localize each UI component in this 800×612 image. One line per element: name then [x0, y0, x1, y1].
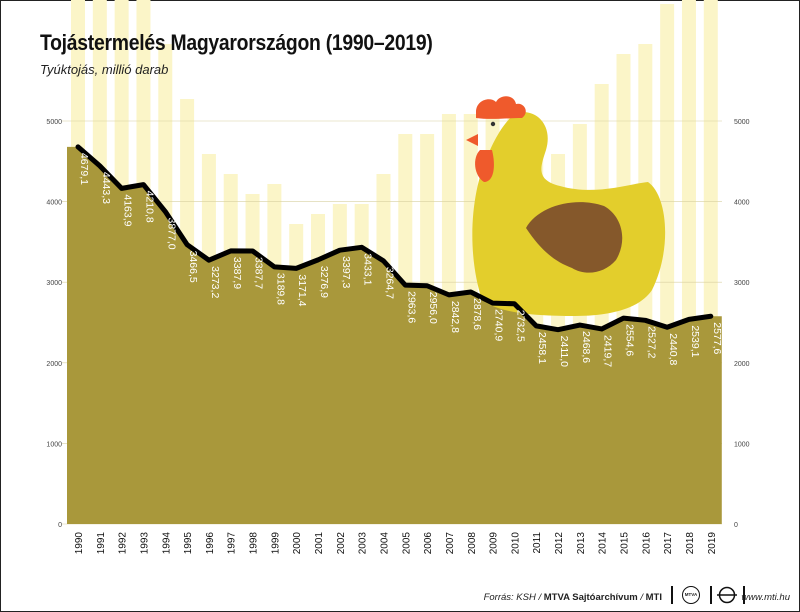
x-tick-label: 2012 [554, 532, 565, 555]
value-label: 2740,9 [493, 309, 505, 341]
value-label: 2842,8 [449, 301, 461, 333]
x-tick-label: 1990 [74, 532, 85, 555]
y-tick-label: 3000 [734, 280, 750, 287]
chart-title: Tojástermelés Magyarországon (1990–2019) [40, 30, 433, 55]
y-tick-label: 5000 [46, 119, 62, 126]
hen-wattle [475, 150, 494, 182]
x-tick-label: 2014 [598, 532, 609, 555]
value-label: 2554,6 [624, 324, 636, 356]
y-axis-left: 0 1000 2000 3000 4000 5000 [46, 119, 62, 529]
value-label: 2411,0 [558, 336, 570, 367]
x-tick-label: 2013 [576, 532, 587, 555]
value-label: 2539,1 [689, 325, 701, 357]
hen-illustration [466, 96, 666, 316]
value-label: 2419,7 [602, 335, 614, 367]
series-line [75, 144, 714, 333]
value-label: 2440,8 [667, 333, 679, 365]
x-tick-label: 2002 [336, 532, 347, 555]
y-tick-label: 0 [58, 522, 62, 529]
value-label: 2878,6 [471, 298, 483, 330]
x-tick-label: 2018 [685, 532, 696, 555]
x-tick-label: 2016 [641, 532, 652, 555]
source-credit: Forrás: KSH / MTVA Sajtóarchívum / MTI [484, 592, 662, 603]
chart-subtitle: Tyúktojás, millió darab [40, 62, 169, 77]
footer: Forrás: KSH / MTVA Sajtóarchívum / MTI M… [0, 583, 800, 609]
source-bold: MTVA Sajtóarchívum [543, 592, 638, 603]
value-label: 3171,4 [296, 274, 308, 306]
x-tick-label: 2005 [401, 532, 412, 555]
value-label: 2458,1 [536, 332, 548, 364]
x-tick-label: 2015 [620, 532, 631, 555]
value-label: 2956,0 [427, 292, 439, 324]
x-tick-label: 2008 [467, 532, 478, 555]
value-label: 3397,3 [340, 256, 352, 288]
value-label: 2732,5 [514, 310, 526, 342]
value-labels: 4679,1 4443,3 4163,9 4210,8 3877,0 3466,5 3273… [78, 153, 723, 367]
source-separator: / [637, 592, 646, 603]
x-tick-label: 1994 [161, 532, 172, 555]
hen-eye [490, 121, 496, 127]
value-label: 3387,7 [253, 257, 265, 289]
value-label: 3466,5 [187, 251, 199, 283]
x-tick-label: 2019 [707, 532, 718, 555]
value-label: 2468,6 [580, 331, 592, 363]
y-tick-label: 1000 [46, 441, 62, 448]
footer-divider [710, 586, 712, 604]
y-tick-label: 1000 [734, 441, 750, 448]
x-tick-label: 2003 [358, 532, 369, 555]
x-tick-label: 2007 [445, 532, 456, 555]
mti-logo-icon [717, 586, 737, 604]
footer-divider [743, 586, 745, 604]
x-tick-label: 2009 [489, 532, 500, 555]
value-label: 4443,3 [100, 172, 112, 204]
value-label: 4210,8 [143, 191, 155, 223]
value-label: 3264,7 [383, 267, 395, 299]
source-bold-mti: MTI [645, 592, 662, 603]
hen-beak [466, 134, 478, 146]
hen-comb [476, 96, 526, 119]
x-tick-label: 2006 [423, 532, 434, 555]
x-tick-label: 1996 [205, 532, 216, 555]
value-label: 3877,0 [165, 218, 177, 250]
value-label: 3433,1 [362, 253, 374, 285]
area-fill [67, 146, 722, 524]
value-label: 4679,1 [78, 153, 90, 185]
value-label: 3276,9 [318, 266, 330, 298]
hen-wing [526, 202, 623, 273]
value-label: 3189,8 [274, 273, 286, 305]
y-tick-label: 3000 [46, 280, 62, 287]
x-tick-label: 2011 [532, 532, 543, 554]
value-label: 3273,2 [209, 266, 221, 298]
value-label: 2577,6 [711, 322, 723, 354]
value-label: 3387,9 [231, 257, 243, 289]
x-tick-label: 2004 [379, 532, 390, 555]
y-tick-label: 2000 [734, 361, 750, 368]
x-axis-labels: 1990 1991 1992 1993 1994 1995 1996 1997 1998 1999… [74, 532, 718, 555]
x-tick-label: 2017 [663, 532, 674, 555]
x-tick-label: 2000 [292, 532, 303, 555]
x-tick-label: 2010 [510, 532, 521, 555]
source-prefix: Forrás: KSH / [483, 592, 544, 603]
x-tick-label: 1997 [227, 532, 238, 555]
x-tick-label: 1995 [183, 532, 194, 555]
y-tick-label: 5000 [734, 119, 750, 126]
x-tick-label: 2001 [314, 532, 325, 555]
y-axis-right: 0 1000 2000 3000 4000 5000 [734, 119, 750, 529]
mtva-logo-icon: MTVA [682, 586, 700, 604]
x-tick-label: 1993 [139, 532, 150, 555]
x-tick-label: 1991 [96, 532, 107, 555]
x-tick-label: 1998 [249, 532, 260, 555]
website-link[interactable]: www.mti.hu [741, 592, 790, 603]
value-label: 2527,2 [645, 326, 657, 358]
y-tick-label: 4000 [734, 200, 750, 207]
y-tick-label: 2000 [46, 361, 62, 368]
y-tick-label: 4000 [46, 200, 62, 207]
value-label: 4163,9 [122, 194, 134, 226]
x-tick-label: 1992 [118, 532, 129, 555]
x-tick-label: 1999 [270, 532, 281, 555]
value-label: 2963,6 [405, 291, 417, 323]
y-tick-label: 0 [734, 522, 738, 529]
footer-divider [671, 586, 673, 604]
